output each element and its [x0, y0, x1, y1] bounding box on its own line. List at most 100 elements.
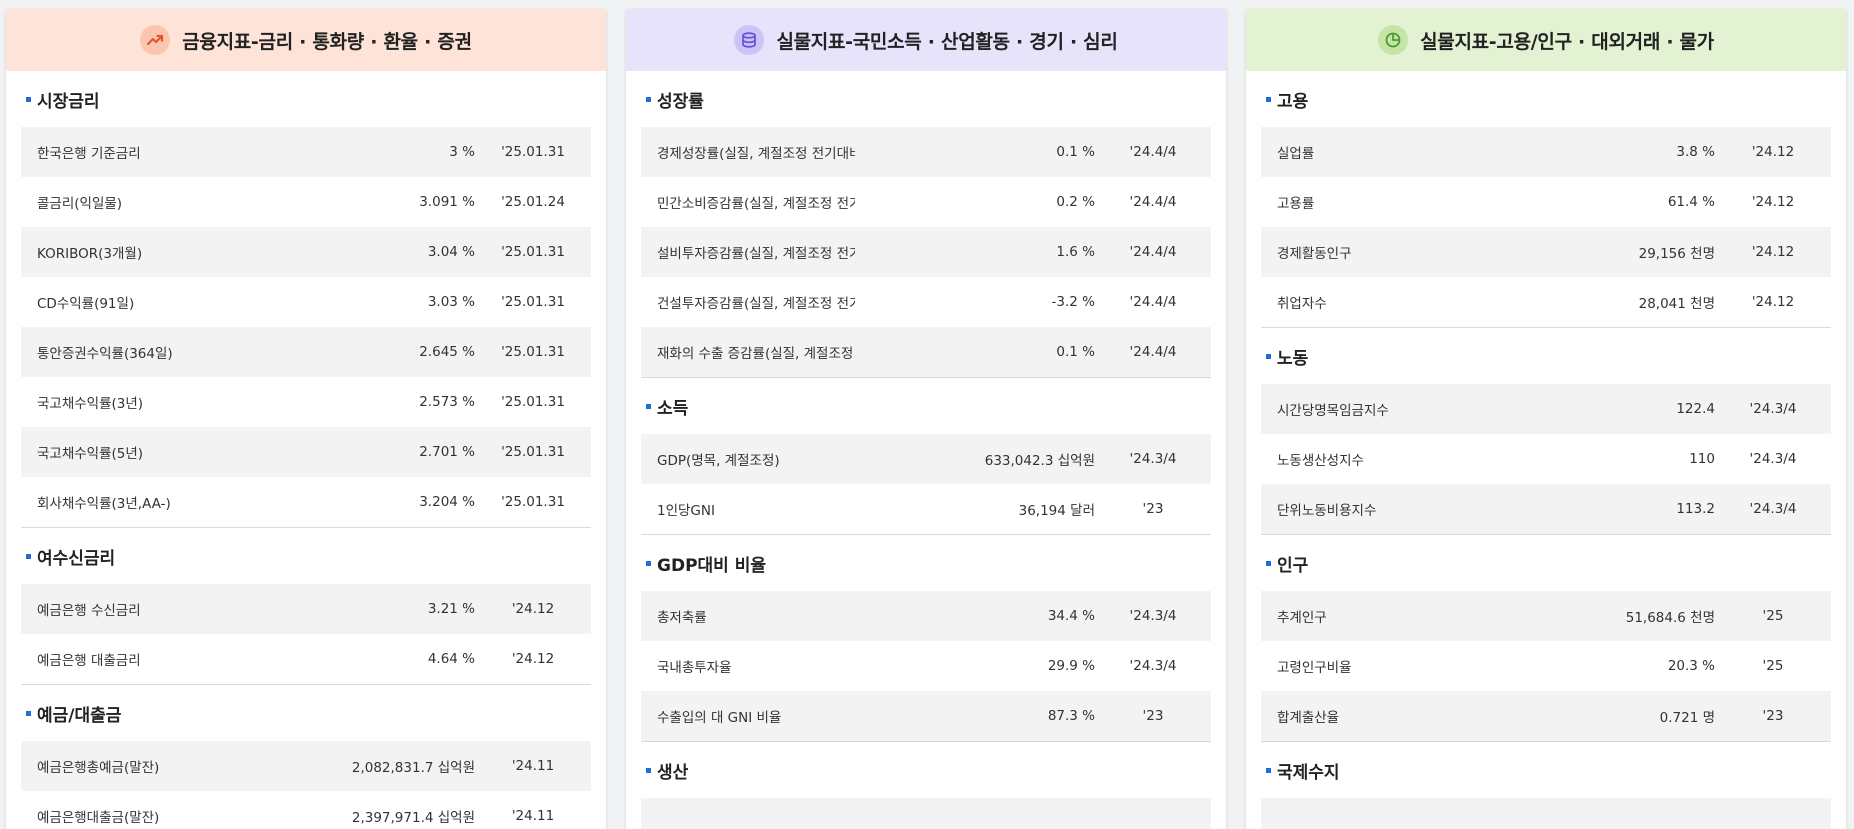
table-row[interactable] — [641, 798, 1211, 829]
table-row[interactable]: 민간소비증감률(실질, 계절조정 전기대비) 0.2 % '24.4/4 — [641, 177, 1211, 227]
table-row[interactable]: 고령인구비율 20.3 % '25 — [1261, 641, 1831, 691]
indicator-value: 51,684.6 천명 — [1625, 610, 1715, 626]
indicator-name: 설비투자증감률(실질, 계절조정 전기대비) — [657, 246, 855, 262]
indicator-name: 예금은행 수신금리 — [37, 603, 141, 619]
indicator-name: 국내총투자율 — [657, 660, 732, 676]
indicator-name: 국고채수익률(3년) — [37, 396, 144, 412]
indicator-name: 건설투자증감률(실질, 계절조정 전기대비) — [657, 296, 855, 312]
table-row[interactable]: 국고채수익률(3년) 2.573 % '25.01.31 — [21, 377, 591, 427]
table-row[interactable]: 예금은행 대출금리 4.64 % '24.12 — [21, 634, 591, 684]
section-title: 시장금리 — [37, 91, 100, 112]
table-row[interactable]: 단위노동비용지수 113.2 '24.3/4 — [1261, 484, 1831, 534]
section-growth-rate: 성장률 경제성장률(실질, 계절조정 전기대비) 0.1 % '24.4/4 민간소… — [641, 71, 1211, 378]
table-row[interactable]: 노동생산성지수 110 '24.3/4 — [1261, 434, 1831, 484]
indicator-name: 실업률 — [1277, 146, 1315, 162]
indicator-name: 총저축률 — [657, 610, 707, 626]
indicator-date: '24.4/4 — [1129, 194, 1177, 210]
table-row[interactable]: 시간당명목임금지수 122.4 '24.3/4 — [1261, 384, 1831, 434]
bullet-mark — [26, 96, 31, 102]
panel-header: 실물지표-고용/인구 · 대외거래 · 물가 — [1246, 9, 1846, 71]
indicator-name: 1인당GNI — [657, 503, 715, 519]
table-row[interactable]: 예금은행 수신금리 3.21 % '24.12 — [21, 584, 591, 634]
section-gdp-ratio: GDP대비 비율 총저축률 34.4 % '24.3/4 국내총투자율 29.9 % '… — [641, 535, 1211, 742]
table-row[interactable]: 설비투자증감률(실질, 계절조정 전기대비) 1.6 % '24.4/4 — [641, 227, 1211, 277]
table-row[interactable]: 추계인구 51,684.6 천명 '25 — [1261, 591, 1831, 641]
indicator-date: '25.01.31 — [501, 494, 565, 510]
panel-header: 금융지표-금리 · 통화량 · 환율 · 증권 — [6, 9, 606, 71]
indicator-name: 콜금리(익일물) — [37, 196, 123, 212]
table-row[interactable]: 실업률 3.8 % '24.12 — [1261, 127, 1831, 177]
indicator-name: 민간소비증감률(실질, 계절조정 전기대비) — [657, 196, 855, 212]
indicator-value: 28,041 천명 — [1638, 296, 1715, 312]
indicator-value: 2.645 % — [419, 344, 475, 360]
indicator-date: '24.12 — [1751, 244, 1795, 260]
indicator-date: '24.3/4 — [1129, 658, 1177, 674]
panel-title: 실물지표-고용/인구 · 대외거래 · 물가 — [1420, 30, 1714, 53]
table-row[interactable]: 예금은행총예금(말잔) 2,082,831.7 십억원 '24.11 — [21, 741, 591, 791]
bullet-mark — [646, 767, 651, 773]
table-row[interactable]: KORIBOR(3개월) 3.04 % '25.01.31 — [21, 227, 591, 277]
indicator-date: '24.3/4 — [1749, 501, 1797, 517]
table-row[interactable]: 합계출산율 0.721 명 '23 — [1261, 691, 1831, 741]
section-title: 예금/대출금 — [37, 705, 122, 726]
indicator-name: 예금은행대출금(말잔) — [37, 810, 160, 826]
indicator-value: 122.4 — [1676, 401, 1715, 417]
indicator-name: 단위노동비용지수 — [1277, 503, 1377, 519]
indicator-date: '23 — [1142, 708, 1164, 724]
indicator-value: 3 % — [449, 144, 475, 160]
bullet-mark — [1266, 767, 1271, 773]
pie-chart-icon — [1378, 25, 1409, 55]
indicator-date: '24.3/4 — [1749, 451, 1797, 467]
indicator-date: '24.11 — [511, 808, 555, 824]
table-row[interactable]: 국고채수익률(5년) 2.701 % '25.01.31 — [21, 427, 591, 477]
indicator-value: 633,042.3 십억원 — [984, 453, 1095, 469]
indicator-name: 추계인구 — [1277, 610, 1327, 626]
indicator-name: 한국은행 기준금리 — [37, 146, 141, 162]
table-row[interactable]: 수출입의 대 GNI 비율 87.3 % '23 — [641, 691, 1211, 741]
indicator-name: 합계출산율 — [1277, 710, 1340, 726]
section-deposit-loan-rates: 여수신금리 예금은행 수신금리 3.21 % '24.12 예금은행 대출금리 4.6… — [21, 528, 591, 685]
table-row[interactable]: 통안증권수익률(364일) 2.645 % '25.01.31 — [21, 327, 591, 377]
table-row[interactable]: 경제성장률(실질, 계절조정 전기대비) 0.1 % '24.4/4 — [641, 127, 1211, 177]
table-row[interactable]: GDP(명목, 계절조정) 633,042.3 십억원 '24.3/4 — [641, 434, 1211, 484]
table-row[interactable]: 1인당GNI 36,194 달러 '23 — [641, 484, 1211, 534]
table-row[interactable] — [1261, 798, 1831, 829]
bullet-mark — [1266, 96, 1271, 102]
table-row[interactable]: 고용률 61.4 % '24.12 — [1261, 177, 1831, 227]
panel-financial: 금융지표-금리 · 통화량 · 환율 · 증권 시장금리 한국은행 기준금리 3 … — [6, 9, 606, 829]
table-row[interactable]: 한국은행 기준금리 3 % '25.01.31 — [21, 127, 591, 177]
indicator-date: '24.4/4 — [1129, 294, 1177, 310]
indicator-name: 통안증권수익률(364일) — [37, 346, 173, 362]
table-row[interactable]: 국내총투자율 29.9 % '24.3/4 — [641, 641, 1211, 691]
table-row[interactable]: 총저축률 34.4 % '24.3/4 — [641, 591, 1211, 641]
indicator-date: '25.01.31 — [501, 394, 565, 410]
indicator-value: 61.4 % — [1667, 194, 1715, 210]
indicator-date: '25.01.31 — [501, 444, 565, 460]
section-employment: 고용 실업률 3.8 % '24.12 고용률 61.4 % '24.12 경제활동인구… — [1261, 71, 1831, 328]
table-row[interactable]: CD수익률(91일) 3.03 % '25.01.31 — [21, 277, 591, 327]
indicator-name: 예금은행총예금(말잔) — [37, 760, 160, 776]
indicator-date: '25 — [1762, 608, 1784, 624]
indicator-value: 2,397,971.4 십억원 — [351, 810, 475, 826]
indicator-name: 수출입의 대 GNI 비율 — [657, 710, 782, 726]
indicator-value: 3.091 % — [419, 194, 475, 210]
panel-title: 실물지표-국민소득 · 산업활동 · 경기 · 심리 — [776, 30, 1118, 53]
indicator-date: '25 — [1762, 658, 1784, 674]
section-title: 국제수지 — [1277, 762, 1340, 783]
indicator-date: '24.4/4 — [1129, 144, 1177, 160]
indicator-date: '24.4/4 — [1129, 344, 1177, 360]
trend-up-icon — [140, 25, 171, 55]
indicator-value: 0.1 % — [1056, 144, 1095, 160]
table-row[interactable]: 경제활동인구 29,156 천명 '24.12 — [1261, 227, 1831, 277]
indicator-date: '24.12 — [1751, 144, 1795, 160]
table-row[interactable]: 건설투자증감률(실질, 계절조정 전기대비) -3.2 % '24.4/4 — [641, 277, 1211, 327]
indicator-date: '24.3/4 — [1129, 608, 1177, 624]
table-row[interactable]: 취업자수 28,041 천명 '24.12 — [1261, 277, 1831, 327]
section-population: 인구 추계인구 51,684.6 천명 '25 고령인구비율 20.3 % '25 합계… — [1261, 535, 1831, 742]
table-row[interactable]: 콜금리(익일물) 3.091 % '25.01.24 — [21, 177, 591, 227]
indicator-date: '24.3/4 — [1749, 401, 1797, 417]
indicator-name: KORIBOR(3개월) — [37, 246, 143, 262]
table-row[interactable]: 회사채수익률(3년,AA-) 3.204 % '25.01.31 — [21, 477, 591, 527]
table-row[interactable]: 재화의 수출 증감률(실질, 계절조정 전기대비) 0.1 % '24.4/4 — [641, 327, 1211, 377]
table-row[interactable]: 예금은행대출금(말잔) 2,397,971.4 십억원 '24.11 — [21, 791, 591, 829]
